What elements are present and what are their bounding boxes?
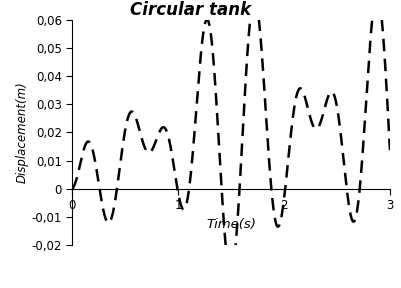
Y-axis label: Displacement(m): Displacement(m) xyxy=(16,82,29,183)
Text: Circular tank: Circular tank xyxy=(129,1,250,19)
X-axis label: Time(s): Time(s) xyxy=(206,218,255,231)
